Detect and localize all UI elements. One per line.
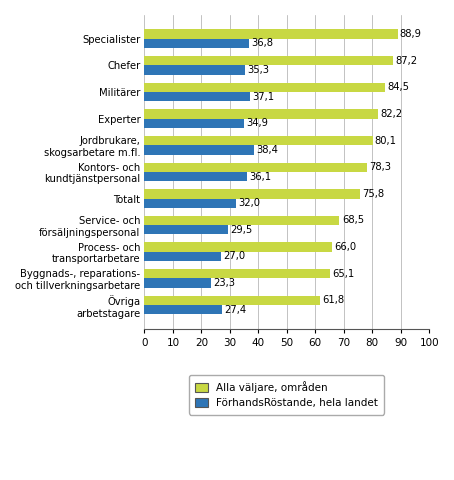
Text: 78,3: 78,3 <box>370 162 392 172</box>
Bar <box>144 189 360 199</box>
Text: 35,3: 35,3 <box>247 65 269 75</box>
Text: 36,1: 36,1 <box>250 171 271 181</box>
Bar <box>144 163 367 172</box>
Text: 38,4: 38,4 <box>256 145 278 155</box>
Legend: Alla väljare, områden, FörhandsRöstande, hela landet: Alla väljare, områden, FörhandsRöstande,… <box>189 375 385 415</box>
Text: 29,5: 29,5 <box>231 225 253 235</box>
Text: 80,1: 80,1 <box>375 135 397 145</box>
Text: 23,3: 23,3 <box>213 278 235 288</box>
Text: 36,8: 36,8 <box>252 38 273 48</box>
Bar <box>144 216 340 225</box>
Bar <box>144 38 249 48</box>
Text: 34,9: 34,9 <box>246 118 268 128</box>
Bar <box>144 242 332 252</box>
Text: 27,4: 27,4 <box>225 305 247 315</box>
Text: 66,0: 66,0 <box>335 242 357 252</box>
Bar <box>144 109 379 119</box>
Text: 68,5: 68,5 <box>342 216 364 226</box>
Bar <box>144 296 321 305</box>
Text: 84,5: 84,5 <box>387 82 410 92</box>
Text: 61,8: 61,8 <box>323 296 345 305</box>
Text: 87,2: 87,2 <box>395 56 417 66</box>
Bar <box>144 92 250 101</box>
Bar <box>144 225 228 235</box>
Bar <box>144 83 385 92</box>
Bar <box>144 65 245 74</box>
Bar <box>144 119 244 128</box>
Text: 75,8: 75,8 <box>363 189 385 199</box>
Bar <box>144 145 254 155</box>
Bar <box>144 278 211 288</box>
Text: 82,2: 82,2 <box>381 109 403 119</box>
Bar <box>144 305 222 314</box>
Bar <box>144 199 236 208</box>
Text: 65,1: 65,1 <box>332 269 354 279</box>
Text: 88,9: 88,9 <box>400 29 422 39</box>
Bar <box>144 269 330 278</box>
Bar <box>144 136 373 145</box>
Text: 37,1: 37,1 <box>252 92 275 102</box>
Bar <box>144 56 393 65</box>
Text: 27,0: 27,0 <box>223 252 246 262</box>
Bar <box>144 29 398 38</box>
Bar <box>144 252 221 261</box>
Bar <box>144 172 247 181</box>
Text: 32,0: 32,0 <box>238 198 260 208</box>
